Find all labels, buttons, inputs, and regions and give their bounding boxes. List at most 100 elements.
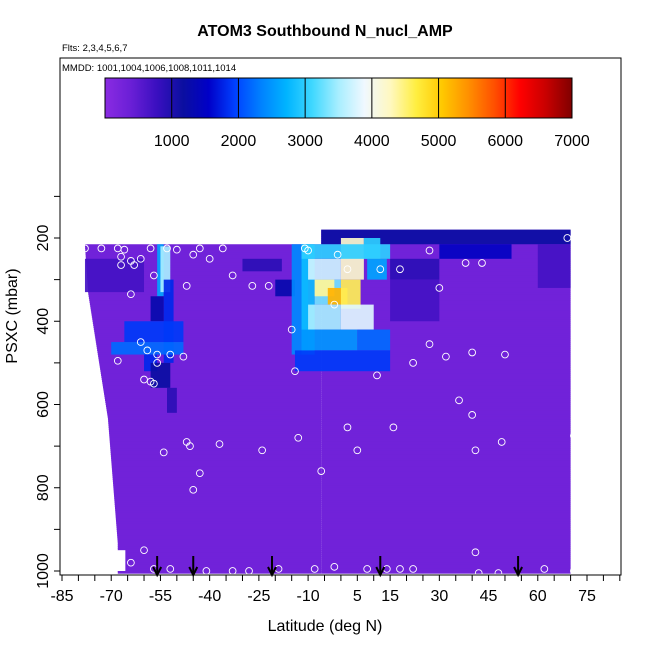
heatmap-background-strip xyxy=(321,477,571,481)
heatmap-background-strip xyxy=(321,431,571,435)
heatmap-background-strip xyxy=(321,481,571,485)
heatmap-background-strip xyxy=(321,487,571,491)
heatmap-background-strip xyxy=(108,419,322,422)
heatmap-background-strip xyxy=(84,244,322,247)
heatmap-cell xyxy=(340,304,374,330)
heatmap-background-strip xyxy=(95,337,322,341)
sample-point xyxy=(153,359,162,367)
heatmap-background-strip xyxy=(321,556,571,560)
heatmap-background-strip xyxy=(104,396,322,399)
heatmap-background-strip xyxy=(116,521,322,524)
heatmap-background-strip xyxy=(321,262,571,266)
heatmap-background-strip xyxy=(321,568,571,572)
y-tick-label: 600 xyxy=(35,391,52,418)
heatmap-background-strip xyxy=(321,525,571,528)
heatmap-background-strip xyxy=(321,260,571,264)
heatmap-background-strip xyxy=(89,298,322,302)
heatmap-background-strip xyxy=(85,256,322,260)
heatmap-background-strip xyxy=(321,419,571,422)
heatmap-background-strip xyxy=(96,346,322,349)
colorbar: 1000 2000 3000 4000 5000 6000 7000 xyxy=(104,77,590,150)
heatmap-background-strip xyxy=(114,496,322,499)
heatmap-cell xyxy=(357,329,391,351)
heatmap-background-strip xyxy=(321,466,571,470)
heatmap-background-strip xyxy=(99,360,322,364)
heatmap-cell xyxy=(537,244,571,288)
sample-point xyxy=(468,411,477,419)
heatmap-background-strip xyxy=(117,562,322,566)
heatmap-background-strip xyxy=(87,277,322,281)
sample-point xyxy=(117,261,125,269)
sample-point xyxy=(343,423,352,432)
heatmap-background-strip xyxy=(321,287,571,291)
heatmap-background-strip xyxy=(105,400,322,404)
sample-point xyxy=(195,244,204,253)
colorbar-gradient xyxy=(104,77,573,119)
heatmap-background-strip xyxy=(321,429,571,433)
heatmap-background-strip xyxy=(108,429,322,433)
heatmap-background-strip xyxy=(321,273,571,277)
heatmap-background-strip xyxy=(114,493,322,497)
heatmap-background-strip xyxy=(116,529,322,533)
heatmap-cell xyxy=(150,296,164,322)
heatmap-background-strip xyxy=(116,531,322,535)
heatmap-background-strip xyxy=(321,498,571,501)
sample-point xyxy=(81,244,89,253)
heatmap-background-strip xyxy=(321,437,571,441)
heatmap-background-strip xyxy=(117,566,322,570)
heatmap-background-strip xyxy=(321,435,571,439)
heatmap-background-strip xyxy=(321,394,571,397)
heatmap-background-strip xyxy=(321,346,571,349)
heatmap-background-strip xyxy=(321,290,571,293)
sample-point xyxy=(461,259,470,267)
heatmap-background-strip xyxy=(92,321,322,324)
heatmap-cell xyxy=(275,279,295,297)
heatmap-background-strip xyxy=(105,402,322,406)
heatmap-background-strip xyxy=(321,285,571,289)
sample-point xyxy=(140,546,148,555)
sample-point xyxy=(494,569,503,577)
heatmap-background-strip xyxy=(109,431,322,435)
heatmap-background-strip xyxy=(321,433,571,437)
heatmap-background-strip xyxy=(321,292,571,295)
heatmap-background-strip xyxy=(104,398,322,401)
heatmap-cell xyxy=(301,329,358,351)
heatmap-background-strip xyxy=(117,554,322,558)
heatmap-background-strip xyxy=(90,304,322,308)
heatmap-background-strip xyxy=(93,323,322,327)
heatmap-background-strip xyxy=(321,506,571,510)
heatmap-background-strip xyxy=(87,279,322,283)
heatmap-background-strip xyxy=(321,373,571,376)
heatmap-background-strip xyxy=(321,531,571,535)
sample-point xyxy=(127,558,135,567)
sample-point xyxy=(166,565,175,573)
heatmap-background-strip xyxy=(85,258,322,262)
heatmap-background-strip xyxy=(321,464,571,468)
heatmap-background-strip xyxy=(321,271,571,274)
heatmap-background-strip xyxy=(108,425,322,428)
heatmap-cell xyxy=(84,258,145,293)
heatmap-background-strip xyxy=(321,296,571,299)
heatmap-background-strip xyxy=(321,504,571,508)
heatmap-background-strip xyxy=(321,550,571,553)
heatmap-background-strip xyxy=(321,281,571,285)
x-tick-label: -25 xyxy=(247,588,270,605)
heatmap-background-strip xyxy=(100,369,322,372)
sample-point xyxy=(317,467,326,475)
x-axis-label: Latitude (deg N) xyxy=(268,618,383,635)
heatmap-background-strip xyxy=(321,558,571,562)
sample-point xyxy=(248,282,257,290)
sample-point xyxy=(291,367,299,376)
heatmap-background-strip xyxy=(115,518,322,522)
colorbar-tick-label: 3000 xyxy=(287,133,323,150)
heatmap-cell xyxy=(321,229,571,245)
heatmap-background-strip xyxy=(107,416,322,420)
heatmap-background-strip xyxy=(113,481,322,485)
heatmap-background-strip xyxy=(117,543,322,547)
sample-point xyxy=(166,350,175,359)
heatmap-background-strip xyxy=(321,452,571,456)
x-tick-label: 45 xyxy=(480,588,498,605)
heatmap-background-strip xyxy=(117,539,322,543)
heatmap-background-strip xyxy=(321,564,571,568)
